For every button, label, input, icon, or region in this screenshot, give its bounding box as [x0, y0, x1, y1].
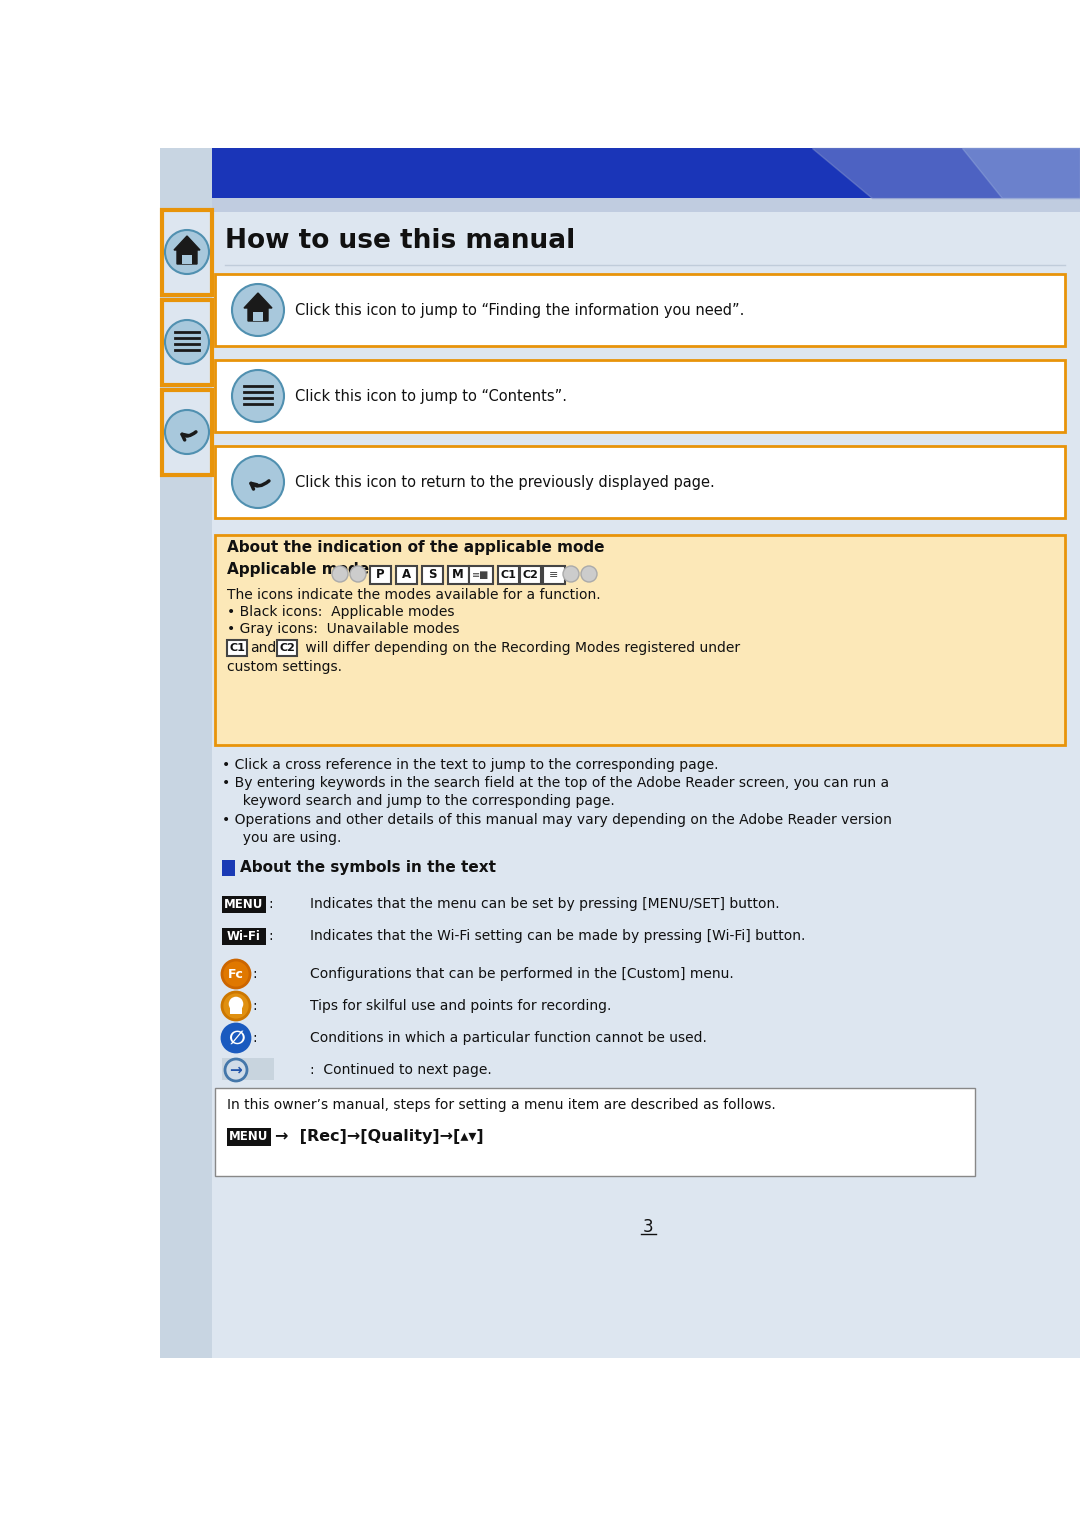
Text: ∅: ∅ [228, 1029, 244, 1047]
Text: • Operations and other details of this manual may vary depending on the Adobe Re: • Operations and other details of this m… [222, 813, 892, 827]
Text: • Click a cross reference in the text to jump to the corresponding page.: • Click a cross reference in the text to… [222, 758, 718, 772]
Bar [543, 566, 565, 584]
Bar [227, 639, 247, 656]
Circle shape [232, 284, 284, 336]
Text: MENU: MENU [229, 1131, 269, 1143]
Circle shape [581, 566, 597, 581]
Text: Indicates that the menu can be set by pressing [MENU/SET] button.: Indicates that the menu can be set by pr… [310, 897, 780, 911]
Bar [162, 301, 212, 385]
Text: MENU: MENU [225, 897, 264, 911]
Text: →  [Rec]→[Quality]→[▴▾]: → [Rec]→[Quality]→[▴▾] [275, 1129, 484, 1144]
Polygon shape [962, 148, 1080, 198]
Bar [222, 928, 266, 945]
Bar [422, 566, 443, 584]
Bar [498, 566, 519, 584]
Bar [215, 536, 1065, 745]
Text: C2: C2 [279, 642, 295, 653]
Text: C1: C1 [500, 571, 516, 580]
Text: Click this icon to return to the previously displayed page.: Click this icon to return to the previou… [295, 475, 715, 490]
Text: Click this icon to jump to “Contents”.: Click this icon to jump to “Contents”. [295, 389, 567, 403]
Bar [396, 566, 417, 584]
Bar [370, 566, 391, 584]
Circle shape [232, 456, 284, 508]
Polygon shape [244, 293, 272, 308]
Bar [212, 198, 1080, 212]
Text: keyword search and jump to the corresponding page.: keyword search and jump to the correspon… [234, 794, 615, 807]
Bar [160, 148, 1080, 1358]
Text: will differ depending on the Recording Modes registered under: will differ depending on the Recording M… [301, 641, 740, 655]
Circle shape [225, 1059, 247, 1080]
Bar [212, 148, 1080, 198]
Text: C1: C1 [229, 642, 245, 653]
Text: →: → [230, 1062, 242, 1077]
Circle shape [350, 566, 366, 581]
Circle shape [332, 566, 348, 581]
Text: Configurations that can be performed in the [Custom] menu.: Configurations that can be performed in … [310, 967, 733, 981]
Text: Fc: Fc [228, 967, 244, 981]
Bar [222, 861, 235, 876]
Bar [215, 275, 1065, 346]
Polygon shape [177, 238, 197, 264]
Text: custom settings.: custom settings. [227, 661, 342, 674]
Text: • Gray icons:  Unavailable modes: • Gray icons: Unavailable modes [227, 623, 459, 636]
Text: :: : [252, 1000, 257, 1013]
Text: Click this icon to jump to “Finding the information you need”.: Click this icon to jump to “Finding the … [295, 302, 744, 317]
Text: :  Continued to next page.: : Continued to next page. [310, 1064, 491, 1077]
Text: :: : [252, 1032, 257, 1045]
Polygon shape [174, 237, 200, 250]
Bar [230, 1009, 242, 1013]
Bar [448, 566, 469, 584]
Text: M: M [453, 569, 464, 581]
Text: A: A [402, 569, 410, 581]
Circle shape [222, 1024, 249, 1051]
Bar [215, 360, 1065, 432]
Text: Wi-Fi: Wi-Fi [227, 929, 261, 943]
Bar [162, 211, 212, 295]
Text: The icons indicate the modes available for a function.: The icons indicate the modes available f… [227, 588, 600, 601]
Text: Applicable modes:: Applicable modes: [227, 562, 384, 577]
Bar [162, 391, 212, 475]
Bar [215, 446, 1065, 517]
Text: Indicates that the Wi-Fi setting can be made by pressing [Wi-Fi] button.: Indicates that the Wi-Fi setting can be … [310, 929, 806, 943]
Circle shape [228, 996, 244, 1012]
Bar [222, 1058, 274, 1080]
Circle shape [165, 320, 210, 365]
Text: S: S [428, 569, 436, 581]
Text: In this owner’s manual, steps for setting a menu item are described as follows.: In this owner’s manual, steps for settin… [227, 1099, 775, 1112]
Bar [276, 639, 297, 656]
Circle shape [222, 960, 249, 987]
Text: ≡: ≡ [550, 571, 558, 580]
Bar [253, 311, 264, 320]
Bar [160, 148, 212, 1358]
Text: ≡■: ≡■ [472, 571, 489, 580]
Text: and: and [249, 641, 276, 655]
Text: :: : [268, 929, 272, 943]
Text: How to use this manual: How to use this manual [225, 227, 576, 253]
Text: :: : [252, 967, 257, 981]
Circle shape [165, 230, 210, 275]
Bar [469, 566, 492, 584]
Text: • Black icons:  Applicable modes: • Black icons: Applicable modes [227, 604, 455, 620]
Bar [183, 255, 192, 264]
Text: Conditions in which a particular function cannot be used.: Conditions in which a particular functio… [310, 1032, 707, 1045]
Bar [215, 1088, 975, 1177]
Circle shape [563, 566, 579, 581]
Text: • By entering keywords in the search field at the top of the Adobe Reader screen: • By entering keywords in the search fie… [222, 777, 889, 790]
Text: :: : [268, 897, 272, 911]
Circle shape [232, 369, 284, 423]
Polygon shape [812, 148, 1080, 198]
Text: Tips for skilful use and points for recording.: Tips for skilful use and points for reco… [310, 1000, 611, 1013]
Bar [519, 566, 541, 584]
Text: C2: C2 [522, 571, 538, 580]
Bar [222, 896, 266, 913]
Text: P: P [376, 569, 384, 581]
Circle shape [165, 410, 210, 455]
Text: 3: 3 [643, 1218, 653, 1236]
Bar [227, 1128, 271, 1146]
Polygon shape [248, 296, 268, 320]
Circle shape [222, 992, 249, 1019]
Text: About the symbols in the text: About the symbols in the text [240, 861, 496, 874]
Text: About the indication of the applicable mode: About the indication of the applicable m… [227, 540, 605, 555]
Text: you are using.: you are using. [234, 832, 341, 845]
